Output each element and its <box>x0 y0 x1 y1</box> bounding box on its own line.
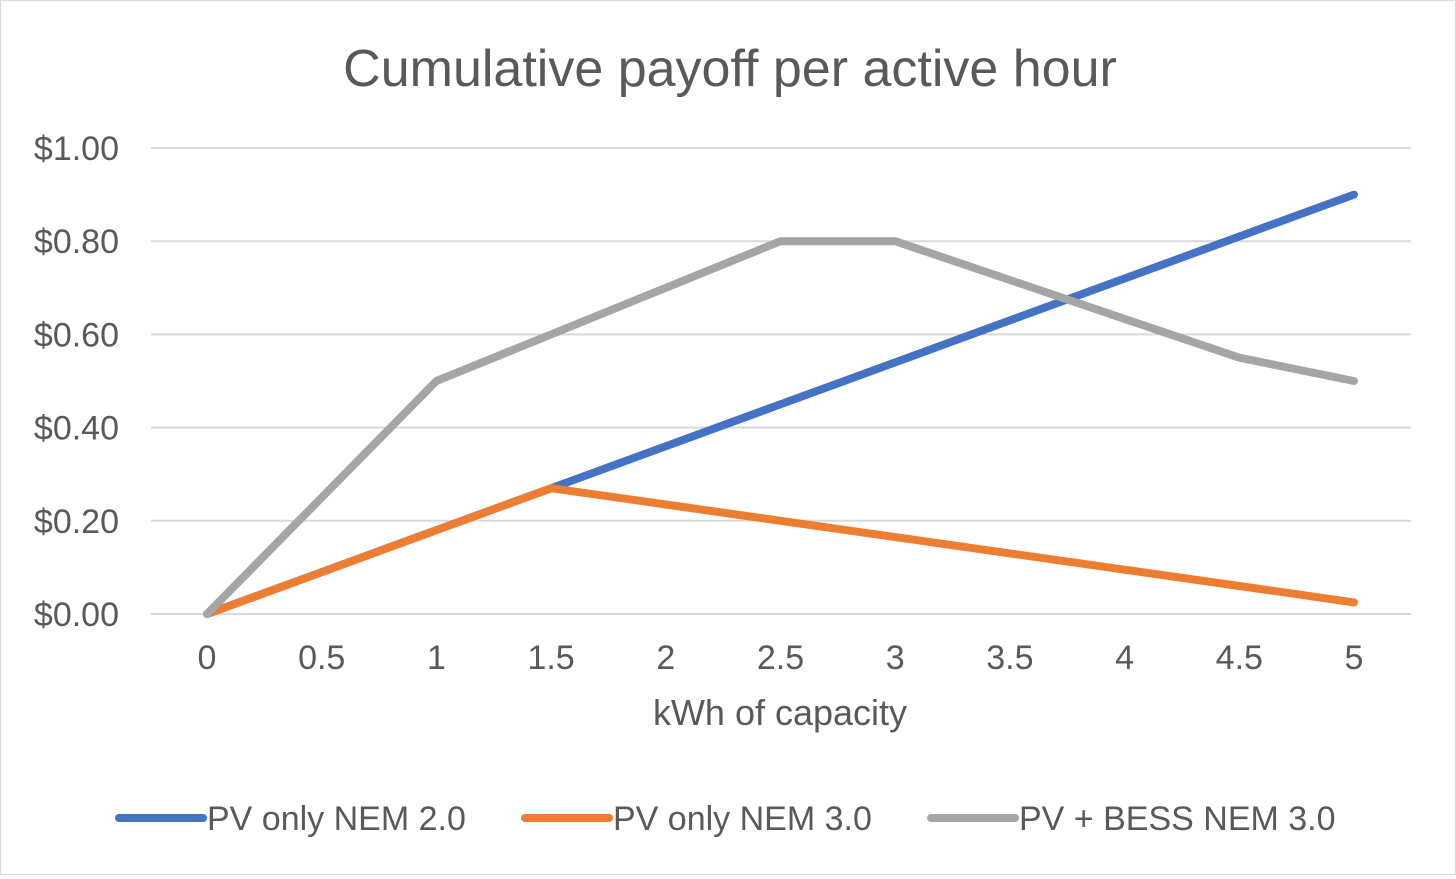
legend-item: PV only NEM 3.0 <box>521 800 872 838</box>
y-tick-label: $0.20 <box>34 503 119 541</box>
x-tick-label: 3 <box>886 639 905 677</box>
legend-item: PV + BESS NEM 3.0 <box>927 800 1336 838</box>
legend-item: PV only NEM 2.0 <box>115 800 466 838</box>
y-tick-label: $0.80 <box>34 223 119 261</box>
x-axis-title: kWh of capacity <box>653 692 907 733</box>
series-line <box>203 237 1358 618</box>
y-tick-label: $0.40 <box>34 410 119 448</box>
y-tick-label: $1.00 <box>34 130 119 168</box>
legend: PV only NEM 2.0 PV only NEM 3.0 PV + BESS … <box>115 800 1336 838</box>
x-tick-label: 1.5 <box>527 639 574 677</box>
x-axis-tick-labels: 0 0.5 1 1.5 2 2.5 3 3.5 4 4.5 5 <box>198 639 1364 677</box>
series-line <box>203 484 1358 618</box>
series-lines <box>203 190 1358 618</box>
x-tick-label: 1 <box>427 639 446 677</box>
x-tick-label: 0 <box>198 639 217 677</box>
y-tick-label: $0.00 <box>34 596 119 634</box>
legend-label: PV + BESS NEM 3.0 <box>1019 800 1336 838</box>
chart-title: Cumulative payoff per active hour <box>343 40 1117 98</box>
legend-label: PV only NEM 2.0 <box>207 800 466 838</box>
y-axis-tick-labels: $0.00 $0.20 $0.40 $0.60 $0.80 $1.00 <box>34 130 119 634</box>
x-tick-label: 2.5 <box>757 639 804 677</box>
gridlines <box>151 147 1411 615</box>
legend-label: PV only NEM 3.0 <box>613 800 872 838</box>
x-tick-label: 4 <box>1115 639 1134 677</box>
x-tick-label: 4.5 <box>1216 639 1263 677</box>
x-tick-label: 2 <box>656 639 675 677</box>
y-tick-label: $0.60 <box>34 316 119 354</box>
x-tick-label: 5 <box>1345 639 1364 677</box>
x-tick-label: 0.5 <box>298 639 345 677</box>
x-tick-label: 3.5 <box>986 639 1033 677</box>
